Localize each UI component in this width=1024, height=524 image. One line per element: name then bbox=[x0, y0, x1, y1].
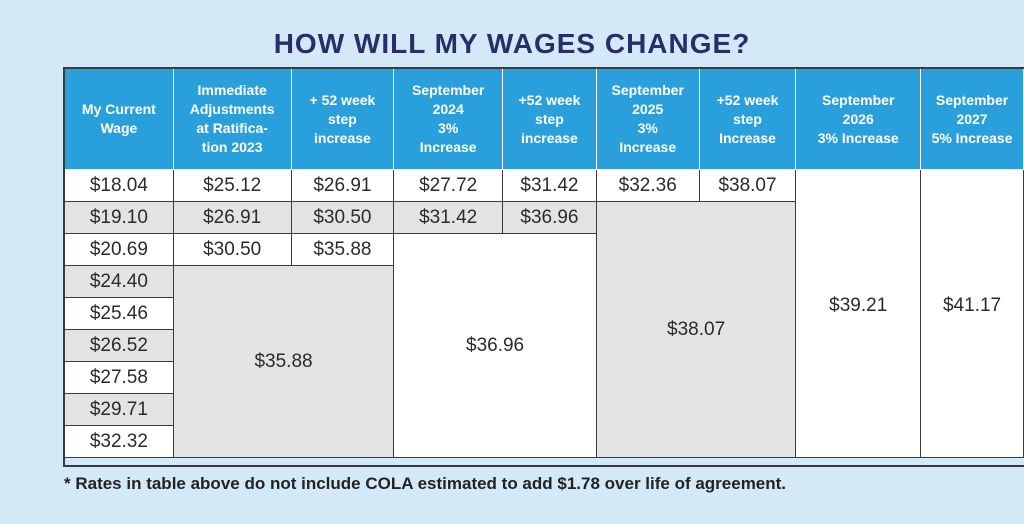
header-line: increase bbox=[314, 129, 371, 146]
header-line: +52 week bbox=[518, 91, 581, 108]
header-line: step bbox=[733, 110, 762, 127]
table-row: $19.10 $26.91 $30.50 $31.42 $36.96 $38.0… bbox=[64, 201, 1024, 458]
header-line: September bbox=[822, 91, 895, 108]
table-row: $20.69 $30.50 $35.88 $36.96 bbox=[64, 233, 1024, 458]
page-title: HOW WILL MY WAGES CHANGE? bbox=[273, 28, 751, 59]
cell-immediate-adjustment: $30.50 bbox=[172, 233, 292, 266]
header-line: 3% bbox=[438, 120, 459, 136]
header-line: increase bbox=[521, 129, 578, 146]
cell-current-wage: $25.46 bbox=[64, 297, 174, 330]
header-row: My Current Wage Immediate Adjustments at… bbox=[64, 68, 1024, 170]
header-line: at Ratifica- bbox=[196, 120, 268, 136]
table-row: $25.46 bbox=[64, 297, 1024, 330]
table-row: $26.52 bbox=[64, 329, 1024, 362]
header-step-increase-3: +52 week step Increase bbox=[698, 68, 797, 170]
footnote: * Rates in table above do not include CO… bbox=[64, 474, 787, 493]
header-line: Increase bbox=[719, 129, 776, 146]
table-row: $29.71 bbox=[64, 393, 1024, 426]
cell-step-increase-2: $36.96 bbox=[502, 201, 597, 234]
cell-current-wage: $24.40 bbox=[64, 265, 174, 298]
cell-sep-2026: $39.21 bbox=[795, 169, 922, 458]
header-line: 2025 bbox=[632, 101, 664, 117]
cell-step-increase-1: $26.91 bbox=[290, 169, 395, 202]
cell-current-wage: $32.32 bbox=[64, 425, 174, 458]
cell-current-wage: $20.69 bbox=[64, 233, 174, 266]
cell-current-wage: $26.52 bbox=[64, 329, 174, 362]
header-line: My Current bbox=[81, 101, 156, 117]
header-line: September bbox=[611, 82, 684, 98]
table-row: $24.40 $35.88 bbox=[64, 265, 1024, 458]
cell-step-increase-3: $38.07 bbox=[698, 169, 797, 202]
cell-sep-2027: $41.17 bbox=[920, 169, 1024, 458]
header-sep-2025: September 2025 3% Increase bbox=[595, 68, 700, 170]
table-row: $32.32 bbox=[64, 425, 1024, 458]
cell-step-increase-1: $35.88 bbox=[290, 233, 395, 266]
header-line: 2027 bbox=[956, 110, 988, 127]
cell-sep-2025-merged: $38.07 bbox=[595, 201, 797, 458]
cell-current-wage: $29.71 bbox=[64, 393, 174, 426]
cell-current-wage: $27.58 bbox=[64, 361, 174, 394]
header-sep-2024: September 2024 3% Increase bbox=[393, 68, 504, 170]
cell-current-wage: $18.04 bbox=[64, 169, 174, 202]
header-step-increase-2: +52 week step increase bbox=[502, 68, 597, 170]
cell-sep-2025: $32.36 bbox=[595, 169, 700, 202]
header-line: Increase bbox=[419, 139, 477, 155]
header-line: +52 week bbox=[716, 91, 779, 108]
header-line: Increase bbox=[619, 139, 677, 155]
header-immediate-adjustments: Immediate Adjustments at Ratifica- tion … bbox=[172, 68, 292, 170]
header-line: Immediate bbox=[197, 82, 267, 98]
cell-immediate-adjustment: $25.12 bbox=[172, 169, 292, 202]
header-current-wage: My Current Wage bbox=[64, 68, 174, 170]
header-line: 2024 bbox=[432, 101, 464, 117]
table-row: $18.04 $25.12 $26.91 $27.72 $31.42 $32.3… bbox=[64, 169, 1024, 458]
header-line: Adjustments bbox=[189, 101, 275, 117]
cell-current-wage: $19.10 bbox=[64, 201, 174, 234]
cell-sep-2024: $27.72 bbox=[393, 169, 504, 202]
header-line: step bbox=[328, 110, 357, 127]
header-line: + 52 week bbox=[309, 91, 376, 108]
header-line: tion 2023 bbox=[201, 139, 263, 155]
header-line: 5% Increase bbox=[931, 129, 1013, 146]
cell-step-increase-1: $30.50 bbox=[290, 201, 395, 234]
header-sep-2027: September 2027 5% Increase bbox=[920, 68, 1024, 170]
header-line: 2026 bbox=[842, 110, 874, 127]
header-line: September bbox=[411, 82, 485, 98]
header-sep-2026: September 2026 3% Increase bbox=[795, 68, 922, 170]
cell-step-increase-2: $31.42 bbox=[502, 169, 597, 202]
header-line: step bbox=[535, 110, 564, 127]
cell-adjustment-merged: $35.88 bbox=[172, 265, 395, 458]
header-line: Wage bbox=[100, 120, 138, 136]
header-line: 3% Increase bbox=[817, 129, 899, 146]
header-line: 3% bbox=[637, 120, 658, 136]
cell-immediate-adjustment: $26.91 bbox=[172, 201, 292, 234]
cell-sep-2024: $31.42 bbox=[393, 201, 504, 234]
wage-table: My Current Wage Immediate Adjustments at… bbox=[64, 68, 1024, 458]
header-step-increase-1: + 52 week step increase bbox=[290, 68, 395, 170]
table-row: $27.58 bbox=[64, 361, 1024, 394]
cell-sep-2024-merged: $36.96 bbox=[393, 233, 597, 458]
header-line: September bbox=[935, 91, 1009, 108]
